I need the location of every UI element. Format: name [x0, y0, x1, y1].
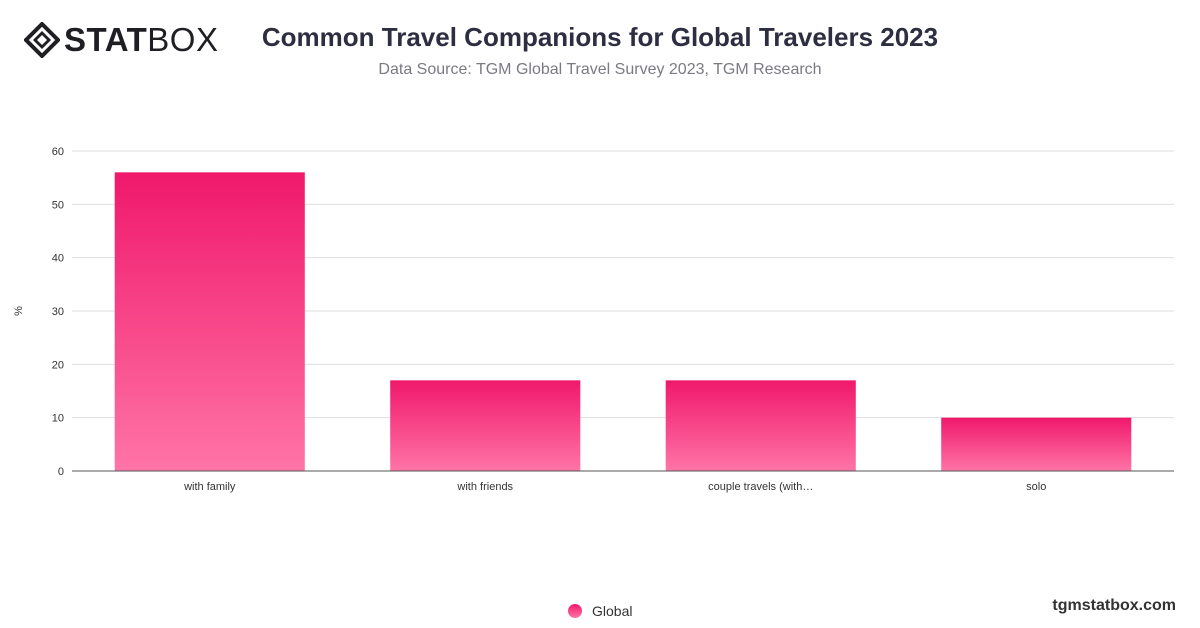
watermark: tgmstatbox.com — [1052, 597, 1176, 614]
bars — [114, 172, 1132, 472]
x-axis-ticks: with family with friends couple travels (w… — [183, 481, 1046, 493]
y-tick-label: 20 — [52, 359, 64, 371]
y-axis-label: % — [13, 306, 25, 316]
statbox-logo: STATBOX — [24, 22, 218, 58]
logo-wordmark: STATBOX — [64, 22, 218, 58]
x-tick-label: with family — [183, 481, 236, 493]
legend[interactable]: Global — [568, 602, 632, 620]
bar[interactable] — [390, 380, 581, 471]
x-tick-label: with friends — [456, 481, 513, 493]
chart-title: Common Travel Companions for Global Trav… — [261, 22, 939, 52]
y-tick-label: 40 — [52, 253, 64, 265]
statbox-logo-icon — [24, 22, 60, 58]
bar[interactable] — [114, 172, 305, 472]
legend-swatch — [568, 604, 582, 618]
chart-subtitle: Data Source: TGM Global Travel Survey 20… — [378, 61, 822, 78]
x-tick-label: solo — [1026, 481, 1046, 493]
y-tick-label: 50 — [52, 199, 64, 211]
logo-light-text: BOX — [147, 21, 219, 58]
legend-label-global: Global — [592, 603, 633, 619]
x-tick-label: couple travels (with… — [708, 481, 813, 493]
y-tick-label: 30 — [52, 306, 64, 318]
y-axis-ticks: 0 10 20 30 40 50 60 — [52, 146, 64, 478]
y-tick-label: 60 — [52, 146, 64, 158]
y-tick-label: 0 — [58, 466, 64, 478]
logo-bold-text: STAT — [64, 21, 148, 58]
y-tick-label: 10 — [52, 413, 64, 425]
bar[interactable] — [941, 417, 1132, 471]
bar[interactable] — [665, 380, 856, 471]
